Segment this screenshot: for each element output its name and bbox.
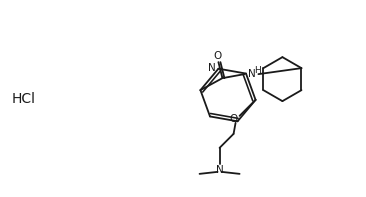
Text: O: O [213,51,221,61]
Text: N: N [208,63,215,73]
Text: O: O [229,114,238,124]
Text: N: N [247,69,255,79]
Text: H: H [254,66,261,75]
Text: HCl: HCl [12,91,36,106]
Text: N: N [216,165,224,175]
